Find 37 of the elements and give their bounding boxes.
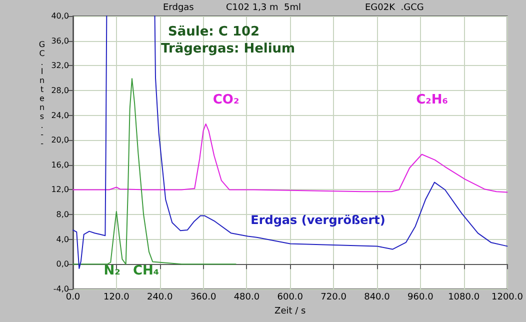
x-tick-label: 1200.0 [492,292,524,302]
y-tick-label: 0,0 [56,260,69,269]
y-tick-label: 16,0 [51,160,69,170]
text: GC.Intens.-- [38,40,46,148]
annotation: N₂ [104,264,120,278]
text: EG02K .GCG [365,3,424,13]
annotation: CO₂ [212,92,240,108]
x-tick-label: 720.0 [320,292,347,302]
x-tick-label: 0.0 [66,292,80,302]
line-series [72,78,236,265]
x-tick-label: 600.0 [277,292,304,302]
x-tick-label: 960.0 [408,292,434,302]
annotation: Säule: C 102 [168,24,260,40]
text: C102 1,3 m 5ml [226,3,301,13]
y-tick-label: -4,0 [53,284,69,294]
y-tick-label: 32,0 [51,61,69,70]
x-tick-label: 240.0 [146,292,174,302]
annotation: CH₄ [132,264,160,278]
y-tick-label: 8,0 [56,210,69,220]
text: Erdgas [163,3,194,13]
annotation: Trägergas: Helium [161,42,296,56]
y-tick-label: 24,0 [51,110,69,120]
annotation: C₂H₆ [416,92,448,108]
x-tick-label: 360.0 [190,292,216,302]
x-tick-label: 840.0 [364,292,390,302]
x-tick-label: 480.0 [234,292,260,302]
y-tick-label: 36,0 [51,36,69,46]
annotation: Erdgas (vergrößert) [250,213,386,227]
y-tick-label: 4,0 [56,234,69,244]
x-tick-label: 120.0 [104,292,130,302]
x-axis-title: Zeit / s [274,306,306,316]
y-tick-label: 12,0 [51,185,69,194]
y-tick-label: 40,0 [51,12,69,20]
x-tick-label: 1080.0 [448,292,480,302]
y-tick-label: 28,0 [51,86,69,95]
y-tick-label: 20,0 [51,136,69,145]
line-series [72,123,508,193]
